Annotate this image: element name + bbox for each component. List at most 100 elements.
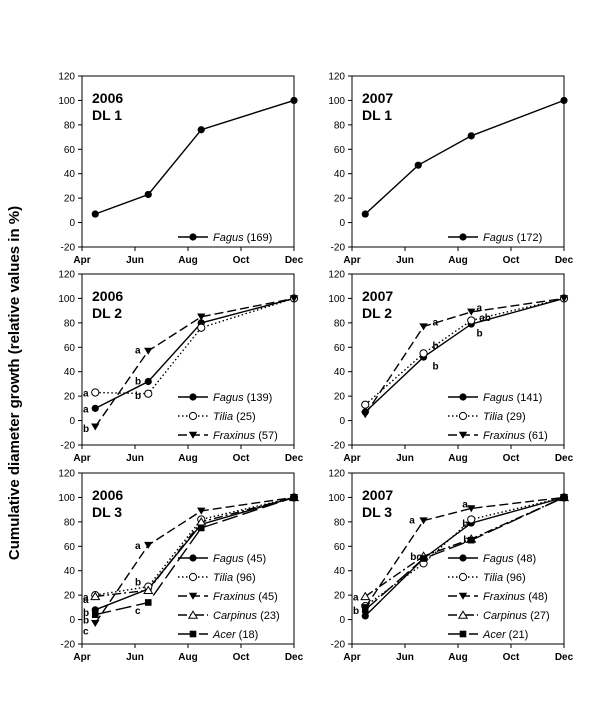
- data-point-fagus: [91, 404, 99, 412]
- legend-label-carpinus: Carpinus (27): [483, 610, 550, 622]
- y-tick-label: -20: [61, 243, 76, 254]
- legend-label-fagus: Fagus (48): [483, 553, 536, 565]
- y-tick-label: 120: [328, 270, 345, 281]
- panel-dl-label: DL 3: [92, 504, 122, 520]
- y-tick-label: 120: [328, 469, 345, 480]
- y-tick-label: -20: [331, 243, 346, 254]
- data-point-fraxinus: [144, 347, 153, 355]
- y-tick-label: 0: [339, 615, 345, 626]
- y-tick-label: 80: [64, 120, 76, 131]
- legend-label-tilia: Tilia (25): [213, 411, 256, 423]
- x-tick-label: Jun: [126, 453, 144, 464]
- data-point-carpinus: [90, 591, 101, 601]
- y-tick-label: 80: [64, 517, 76, 528]
- panel-2007-dl1: -20 0 20 40 60 80 100 120 Apr Jun Aug Oct Dec 2007DL …: [328, 72, 573, 267]
- data-point-fraxinus: [197, 313, 206, 321]
- x-tick-label: Apr: [73, 652, 90, 663]
- x-tick-label: Dec: [285, 453, 304, 464]
- significance-letter: b: [135, 376, 141, 387]
- legend-label-fraxinus: Fraxinus (61): [483, 430, 548, 442]
- significance-letter: c: [135, 606, 141, 617]
- panel-year-label: 2006: [92, 288, 123, 304]
- x-tick-label: Oct: [503, 652, 520, 663]
- data-point-fagus: [361, 612, 369, 620]
- data-point-fagus: [144, 377, 152, 386]
- series-line-fagus: [364, 297, 565, 413]
- panel-year-label: 2007: [362, 288, 393, 304]
- data-point-fagus: [144, 190, 152, 199]
- x-tick-label: Dec: [555, 453, 574, 464]
- significance-letter: c: [83, 627, 89, 638]
- significance-letter: a: [135, 346, 141, 357]
- y-tick-label: 20: [64, 392, 76, 403]
- panel-dl-label: DL 2: [362, 305, 392, 321]
- data-point-acer: [290, 494, 298, 501]
- significance-letter: a: [477, 303, 483, 314]
- y-tick-label: 0: [69, 615, 75, 626]
- data-point-acer: [197, 524, 205, 532]
- y-tick-label: 100: [328, 493, 345, 504]
- data-point-tilia: [419, 349, 428, 358]
- data-point-tilia: [361, 400, 370, 409]
- y-tick-label: 40: [334, 367, 346, 378]
- legend-label-fagus: Fagus (45): [213, 553, 266, 565]
- legend-marker-fraxinus: [458, 431, 468, 439]
- data-point-fraxinus: [289, 295, 299, 303]
- data-point-tilia: [467, 316, 476, 325]
- significance-letter: b: [433, 362, 439, 373]
- panel-2007-dl3: -20 0 20 40 60 80 100 120 Apr Jun Aug Oct Dec 2007DL …: [328, 469, 573, 664]
- y-tick-label: -20: [61, 441, 76, 452]
- panel-year-label: 2007: [362, 487, 393, 503]
- series-line-fagus: [95, 496, 295, 611]
- legend-marker-fraxinus: [188, 431, 198, 439]
- data-point-fraxinus: [91, 620, 100, 628]
- series-line-acer: [364, 496, 565, 611]
- x-tick-label: Apr: [343, 255, 360, 266]
- data-point-fraxinus: [419, 517, 428, 525]
- series-line-tilia: [95, 496, 295, 596]
- series-line-fagus: [95, 99, 295, 215]
- x-tick-label: Aug: [448, 652, 467, 663]
- y-tick-label: 20: [334, 392, 346, 403]
- panel-year-label: 2006: [92, 90, 123, 106]
- legend-label-fraxinus: Fraxinus (45): [213, 591, 278, 603]
- x-tick-label: Oct: [233, 652, 250, 663]
- x-tick-label: Apr: [73, 453, 90, 464]
- significance-letter: a: [433, 318, 439, 329]
- x-tick-label: Dec: [285, 255, 304, 266]
- y-tick-label: 40: [334, 169, 346, 180]
- x-tick-label: Dec: [285, 652, 304, 663]
- legend-marker-fagus: [189, 554, 197, 562]
- panel-dl-label: DL 1: [92, 107, 122, 123]
- y-tick-label: 120: [58, 469, 75, 480]
- panel-dl-label: DL 1: [362, 107, 392, 123]
- y-tick-label: 100: [328, 294, 345, 305]
- data-point-fagus: [414, 161, 422, 169]
- data-point-tilia: [467, 515, 476, 524]
- x-tick-label: Oct: [233, 453, 250, 464]
- significance-letter: b: [83, 424, 89, 435]
- panel-year-label: 2007: [362, 90, 393, 106]
- y-tick-label: 80: [334, 318, 346, 329]
- legend-marker-acer: [459, 630, 467, 638]
- panel-year-label: 2006: [92, 487, 123, 503]
- x-tick-label: Aug: [178, 652, 197, 663]
- series-line-tilia: [95, 297, 295, 395]
- x-tick-label: Aug: [178, 453, 197, 464]
- legend-label-carpinus: Carpinus (23): [213, 610, 280, 622]
- legend-label-fagus: Fagus (141): [483, 392, 542, 404]
- x-tick-label: Dec: [555, 255, 574, 266]
- data-point-fagus: [467, 132, 475, 140]
- legend-marker-fagus: [189, 393, 197, 401]
- y-tick-label: 20: [334, 591, 346, 602]
- y-axis-label: Cumulative diameter growth (relative val…: [6, 206, 23, 560]
- significance-letter: bc: [463, 535, 475, 546]
- y-tick-label: 0: [69, 218, 75, 229]
- y-tick-label: 60: [64, 343, 76, 354]
- legend-marker-fagus: [459, 554, 467, 562]
- significance-letter: a: [83, 388, 89, 399]
- y-tick-label: 80: [334, 517, 346, 528]
- significance-letter: b: [353, 606, 359, 617]
- y-tick-label: 100: [58, 493, 75, 504]
- data-point-fagus: [197, 126, 205, 134]
